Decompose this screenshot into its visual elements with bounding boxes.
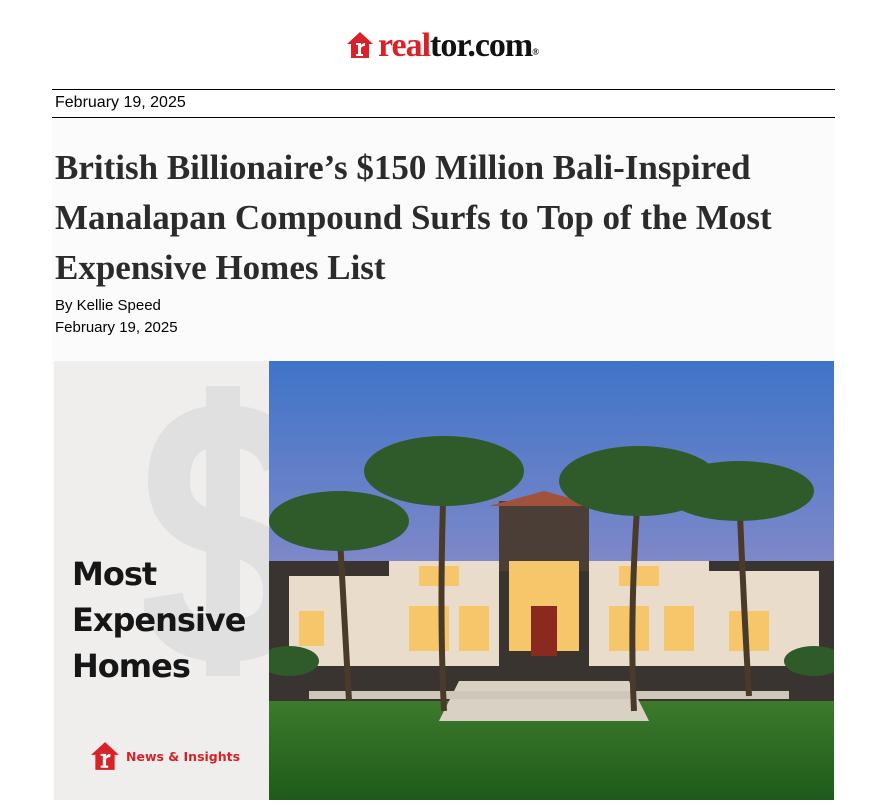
divider-bottom (52, 117, 835, 118)
logo-text-red: real (378, 27, 431, 64)
news-insights-badge: News & Insights (90, 741, 240, 771)
hero-panel: Most Expensive Homes News & Insights (54, 361, 269, 800)
article-date: February 19, 2025 (55, 319, 178, 336)
badge-label: News & Insights (126, 748, 241, 764)
logo-text-black: tor.com (430, 27, 533, 64)
hero-image: Most Expensive Homes News & Insights (54, 361, 834, 800)
dollar-icon (144, 386, 269, 676)
panel-line: Expensive (72, 601, 246, 639)
panel-line: Homes (72, 647, 191, 685)
mansion-photo (269, 361, 834, 800)
house-r-icon (347, 32, 374, 58)
article-byline: By Kellie Speed (55, 297, 161, 314)
header-date: February 19, 2025 (55, 94, 186, 111)
divider-top (52, 89, 835, 90)
house-r-icon (91, 742, 119, 770)
article-header: British Billionaire’s $150 Million Bali-… (55, 143, 835, 339)
panel-line: Most (72, 555, 157, 593)
article-title: British Billionaire’s $150 Million Bali-… (55, 148, 772, 287)
registered-mark: ® (532, 47, 539, 57)
panel-title: Most Expensive Homes (72, 551, 246, 689)
realtor-logo[interactable]: realtor.com® (0, 26, 884, 66)
